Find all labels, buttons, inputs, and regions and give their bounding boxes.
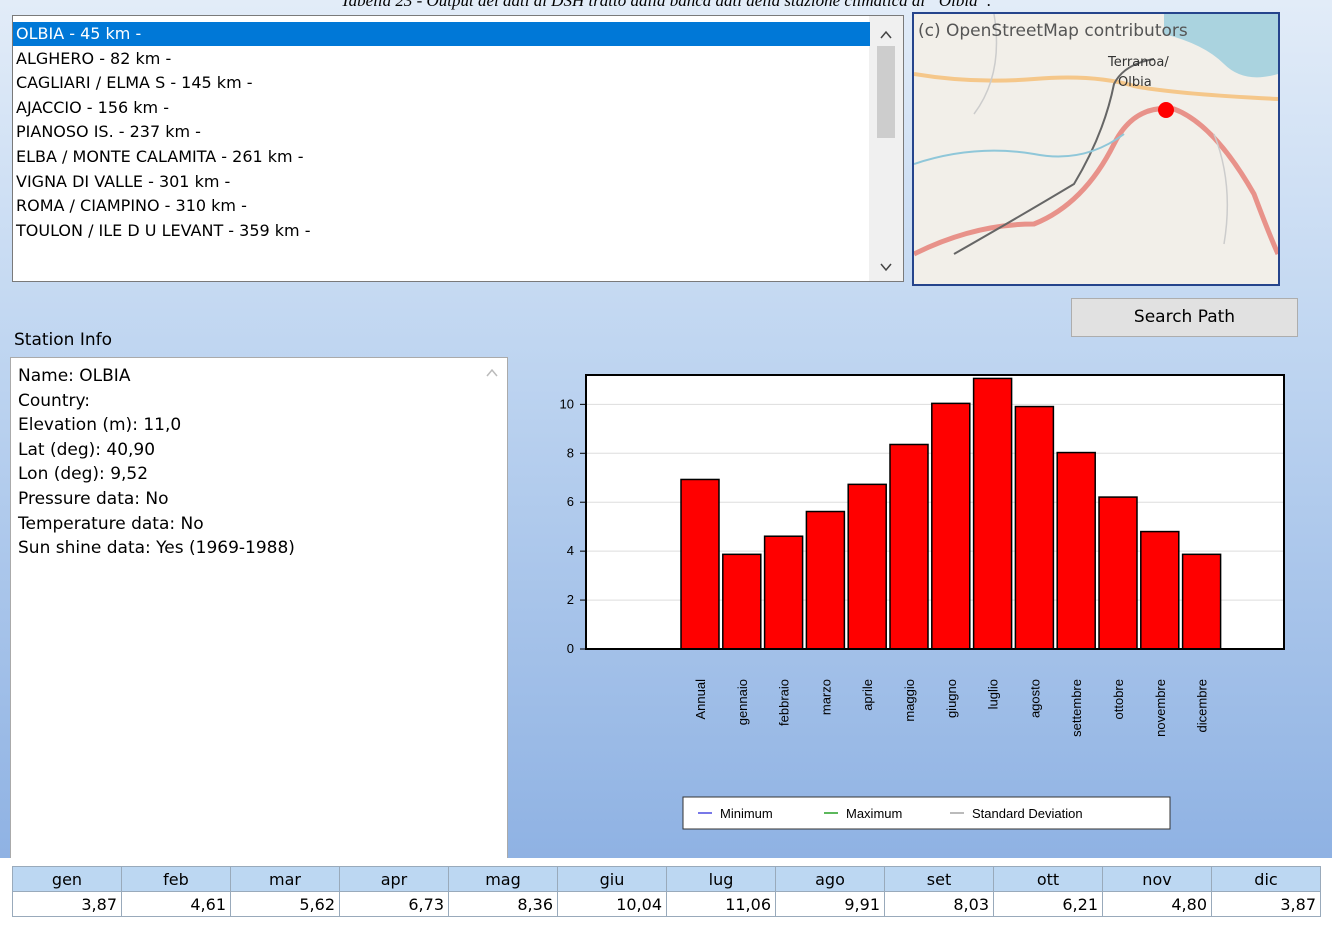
header-cell: mar (230, 866, 340, 892)
x-tick-label: aprile (860, 679, 875, 711)
data-cell: 5,62 (230, 891, 340, 917)
caption: Tabella 23 - Output dei dati di DSH trat… (340, 0, 992, 10)
y-tick-label: 0 (567, 641, 574, 656)
map[interactable]: (c) OpenStreetMap contributors Terranoa/… (912, 12, 1280, 286)
header-cell: feb (121, 866, 231, 892)
bar (1140, 530, 1180, 650)
data-cell: 8,36 (448, 891, 558, 917)
info-line: Lon (deg): 9,52 (18, 464, 149, 485)
bar (931, 402, 971, 650)
x-tick-label: novembre (1153, 679, 1168, 737)
app-window: Tabella 23 - Output dei dati di DSH trat… (0, 0, 1332, 858)
header-cell: nov (1102, 866, 1212, 892)
bar (1014, 405, 1055, 650)
data-table: gen feb mar apr mag giu lug ago set ott nov dic 3,87… (12, 866, 1321, 917)
data-cell: 10,04 (557, 891, 667, 917)
x-tick-label: maggio (902, 679, 917, 722)
header-cell: ott (993, 866, 1103, 892)
list-item[interactable]: ELBA / MONTE CALAMITA - 261 km - (16, 147, 304, 166)
list-item[interactable]: PIANOSO IS. - 237 km - (16, 122, 201, 142)
station-info-box: Name: OLBIA Country: Elevation (m): 11,0 La… (10, 357, 508, 858)
info-line: Pressure data: No (18, 489, 169, 509)
chart: 0 2 4 6 8 10 Annual gennaio febbraio marzo aprile m… (560, 374, 1285, 830)
data-cell: 9,91 (775, 891, 885, 917)
scroll-arrows (877, 30, 895, 272)
y-tick-label: 6 (567, 494, 574, 509)
info-line: Country: (18, 390, 91, 411)
legend-label: Minimum (720, 806, 773, 821)
list-item[interactable]: AJACCIO - 156 km - (16, 97, 169, 117)
x-tick-label: ottobre (1111, 679, 1126, 719)
bar (1098, 496, 1138, 650)
x-tick-label: settembre (1069, 679, 1084, 737)
info-line: Sun shine data: Yes (1969-1988) (18, 538, 295, 559)
map-drawing: (c) OpenStreetMap contributors Terranoa/… (914, 14, 1278, 257)
header-cell: set (884, 866, 994, 892)
list-item[interactable]: VIGNA DI VALLE - 301 km - (16, 171, 231, 191)
station-info-label: Station Info (14, 330, 113, 350)
data-cell: 4,80 (1102, 891, 1212, 917)
x-tick-label: Annual (693, 679, 708, 720)
bar (847, 483, 887, 650)
data-row: 3,87 4,61 5,62 6,73 8,36 10,04 11,06 9,91 8,03 6,… (12, 891, 1321, 917)
list-item[interactable]: ALGHERO - 82 km - (16, 48, 172, 68)
map-label: Terranoa/ (1107, 55, 1169, 70)
y-tick-label: 8 (567, 445, 574, 460)
info-line: Temperature data: No (18, 513, 204, 534)
data-cell: 6,21 (993, 891, 1103, 917)
bar (1181, 553, 1222, 650)
x-tick-label: gennaio (735, 679, 750, 725)
data-cell: 4,61 (121, 891, 231, 917)
x-tick-label: febbraio (777, 679, 792, 726)
bar (972, 377, 1013, 650)
header-cell: mag (448, 866, 558, 892)
legend-box (682, 796, 1171, 830)
x-tick-label: marzo (818, 679, 833, 715)
x-tick-label: agosto (1027, 679, 1042, 718)
header-cell: dic (1211, 866, 1321, 892)
data-cell: 3,87 (1211, 891, 1321, 917)
legend-label: Maximum (846, 806, 902, 821)
scroll-arrow (486, 368, 498, 377)
info-line: Name: OLBIA (18, 366, 131, 386)
header-row: gen feb mar apr mag giu lug ago set ott nov dic (12, 866, 1321, 892)
header-cell: ago (775, 866, 885, 892)
info-line: Lat (deg): 40,90 (18, 439, 156, 460)
header-cell: gen (12, 866, 122, 892)
bar (1056, 451, 1096, 650)
list-item[interactable]: OLBIA - 45 km - (13, 22, 870, 46)
y-tick-label: 2 (567, 592, 574, 607)
bar (763, 535, 804, 650)
data-cell: 8,03 (884, 891, 994, 917)
x-tick-label: dicembre (1195, 679, 1210, 732)
y-tick-label: 4 (567, 543, 574, 558)
bar (889, 443, 929, 650)
bar (722, 553, 762, 650)
header-cell: giu (557, 866, 667, 892)
header-cell: lug (666, 866, 776, 892)
list-item[interactable]: TOULON / ILE D U LEVANT - 359 km - (16, 220, 311, 240)
bar (680, 478, 720, 650)
x-tick-label: giugno (944, 679, 959, 718)
scrollbar[interactable] (869, 16, 903, 281)
header-cell: apr (339, 866, 449, 892)
data-cell: 6,73 (339, 891, 449, 917)
data-cell: 11,06 (666, 891, 776, 917)
info-line: Elevation (m): 11,0 (18, 415, 182, 436)
bar (805, 510, 846, 650)
map-label: Olbia (1118, 75, 1152, 90)
plot-frame (585, 374, 1285, 650)
list-item[interactable]: CAGLIARI / ELMA S - 145 km - (16, 73, 253, 93)
search-path-button[interactable]: Search Path (1071, 298, 1298, 337)
y-tick-label: 10 (560, 396, 574, 411)
x-tick-label: luglio (986, 679, 1001, 709)
data-cell: 3,87 (12, 891, 122, 917)
legend-label: Standard Deviation (972, 806, 1083, 821)
list-item[interactable]: ROMA / CIAMPINO - 310 km - (16, 196, 247, 216)
station-list[interactable]: OLBIA - 45 km - ALGHERO - 82 km - CAGLIARI… (12, 15, 904, 282)
map-attribution: (c) OpenStreetMap contributors (918, 21, 1188, 41)
